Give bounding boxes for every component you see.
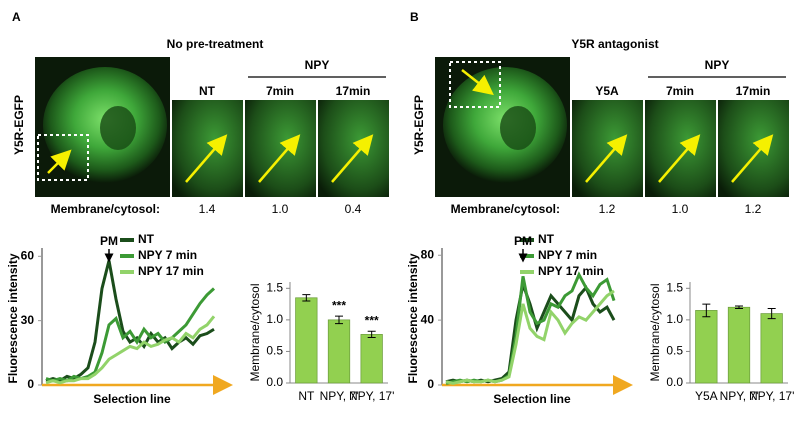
x-tick-label: NPY, 7': [720, 389, 759, 403]
bar: [295, 297, 318, 384]
roi-box: [449, 61, 501, 108]
bar: [760, 313, 783, 384]
ratio-label: Membrane/cytosol:: [451, 202, 560, 216]
legend-label: NT: [538, 232, 555, 246]
arrow: [461, 69, 494, 96]
error-bar: [767, 308, 776, 320]
y-tick-label: 0.5: [666, 344, 683, 358]
legend-label: NPY 17 min: [138, 264, 204, 278]
annotation: PM: [100, 234, 118, 248]
bar: [327, 319, 351, 384]
trace: [445, 278, 616, 384]
arrow: [658, 134, 701, 183]
y-axis-label: Fluorescence intensity: [6, 253, 20, 383]
x-tick-label: NPY, 17': [349, 389, 394, 403]
ratio-value: 0.4: [345, 202, 362, 216]
y-tick-label: 1.0: [266, 312, 283, 326]
y-tick-label: 0: [27, 377, 34, 391]
bar: [360, 334, 383, 384]
arrow: [731, 134, 774, 183]
arrow: [258, 134, 301, 183]
column-header: 7min: [666, 84, 694, 98]
ratio-value: 1.4: [199, 202, 216, 216]
y-tick-label: 0.0: [266, 375, 283, 389]
crop-image: [645, 100, 716, 197]
x-tick-label: NPY, 7': [320, 389, 359, 403]
column-header: 7min: [266, 84, 294, 98]
nucleus: [100, 106, 136, 150]
x-tick-label: Y5A: [695, 389, 718, 403]
error-bar: [702, 303, 711, 318]
y-tick-label: 0: [427, 377, 434, 391]
y-tick-label: 60: [21, 248, 35, 262]
crop-image: [718, 100, 789, 197]
y-tick-label: 0.5: [266, 344, 283, 358]
column-header: NT: [199, 84, 216, 98]
roi-box: [37, 134, 89, 181]
error-bar: [735, 305, 743, 310]
y-axis-label: Membrane/cytosol: [648, 283, 662, 381]
trace: [45, 287, 216, 383]
y-axis-label: Membrane/cytosol: [248, 283, 262, 381]
ratio-label: Membrane/cytosol:: [51, 202, 160, 216]
y-tick-label: 80: [421, 247, 435, 261]
legend-label: NT: [138, 232, 155, 246]
legend-label: NPY 7 min: [138, 248, 197, 262]
significance: ***: [332, 298, 346, 312]
legend-label: NPY 17 min: [538, 264, 604, 278]
ratio-value: 1.2: [599, 202, 616, 216]
arrow: [185, 134, 228, 183]
panel-label: B: [410, 10, 419, 24]
panel-label: A: [12, 10, 21, 24]
column-header: 17min: [336, 84, 371, 98]
panel-title: Y5R antagonist: [571, 37, 658, 51]
x-axis-label: Selection line: [93, 392, 171, 406]
ratio-value: 1.2: [745, 202, 762, 216]
trace: [45, 315, 216, 385]
panel-title: No pre-treatment: [167, 37, 264, 51]
arrow: [585, 134, 628, 183]
group-header: NPY: [705, 58, 730, 72]
ratio-value: 1.0: [672, 202, 689, 216]
y-axis-label: Fluorescence intensity: [406, 253, 420, 383]
trace: [445, 271, 616, 385]
bar: [727, 306, 751, 384]
y-tick-label: 30: [21, 313, 35, 327]
trace: [45, 260, 215, 383]
image-label: Y5R-EGFP: [12, 95, 26, 155]
y-tick-label: 1.5: [666, 280, 683, 294]
annotation: PM: [514, 234, 532, 248]
trace: [445, 289, 615, 385]
column-header: Y5A: [595, 84, 619, 98]
legend-label: NPY 7 min: [538, 248, 597, 262]
error-bar: [367, 330, 376, 339]
significance: ***: [365, 313, 379, 327]
arrow: [47, 149, 72, 174]
y-tick-label: 1.5: [266, 280, 283, 294]
crop-image: [172, 100, 243, 197]
y-tick-label: 40: [421, 312, 435, 326]
x-axis-label: Selection line: [493, 392, 571, 406]
ratio-value: 1.0: [272, 202, 289, 216]
nucleus: [500, 106, 536, 150]
crop-image: [318, 100, 389, 197]
crop-image: [572, 100, 643, 197]
crop-image: [245, 100, 316, 197]
arrow: [331, 134, 374, 183]
y-tick-label: 1.0: [666, 312, 683, 326]
x-tick-label: NT: [298, 389, 315, 403]
error-bar: [335, 315, 343, 325]
bar: [695, 310, 718, 384]
x-tick-label: NPY, 17': [749, 389, 794, 403]
column-header: 17min: [736, 84, 771, 98]
error-bar: [302, 294, 311, 302]
y-tick-label: 0.0: [666, 375, 683, 389]
image-label: Y5R-EGFP: [412, 95, 426, 155]
group-header: NPY: [305, 58, 330, 72]
